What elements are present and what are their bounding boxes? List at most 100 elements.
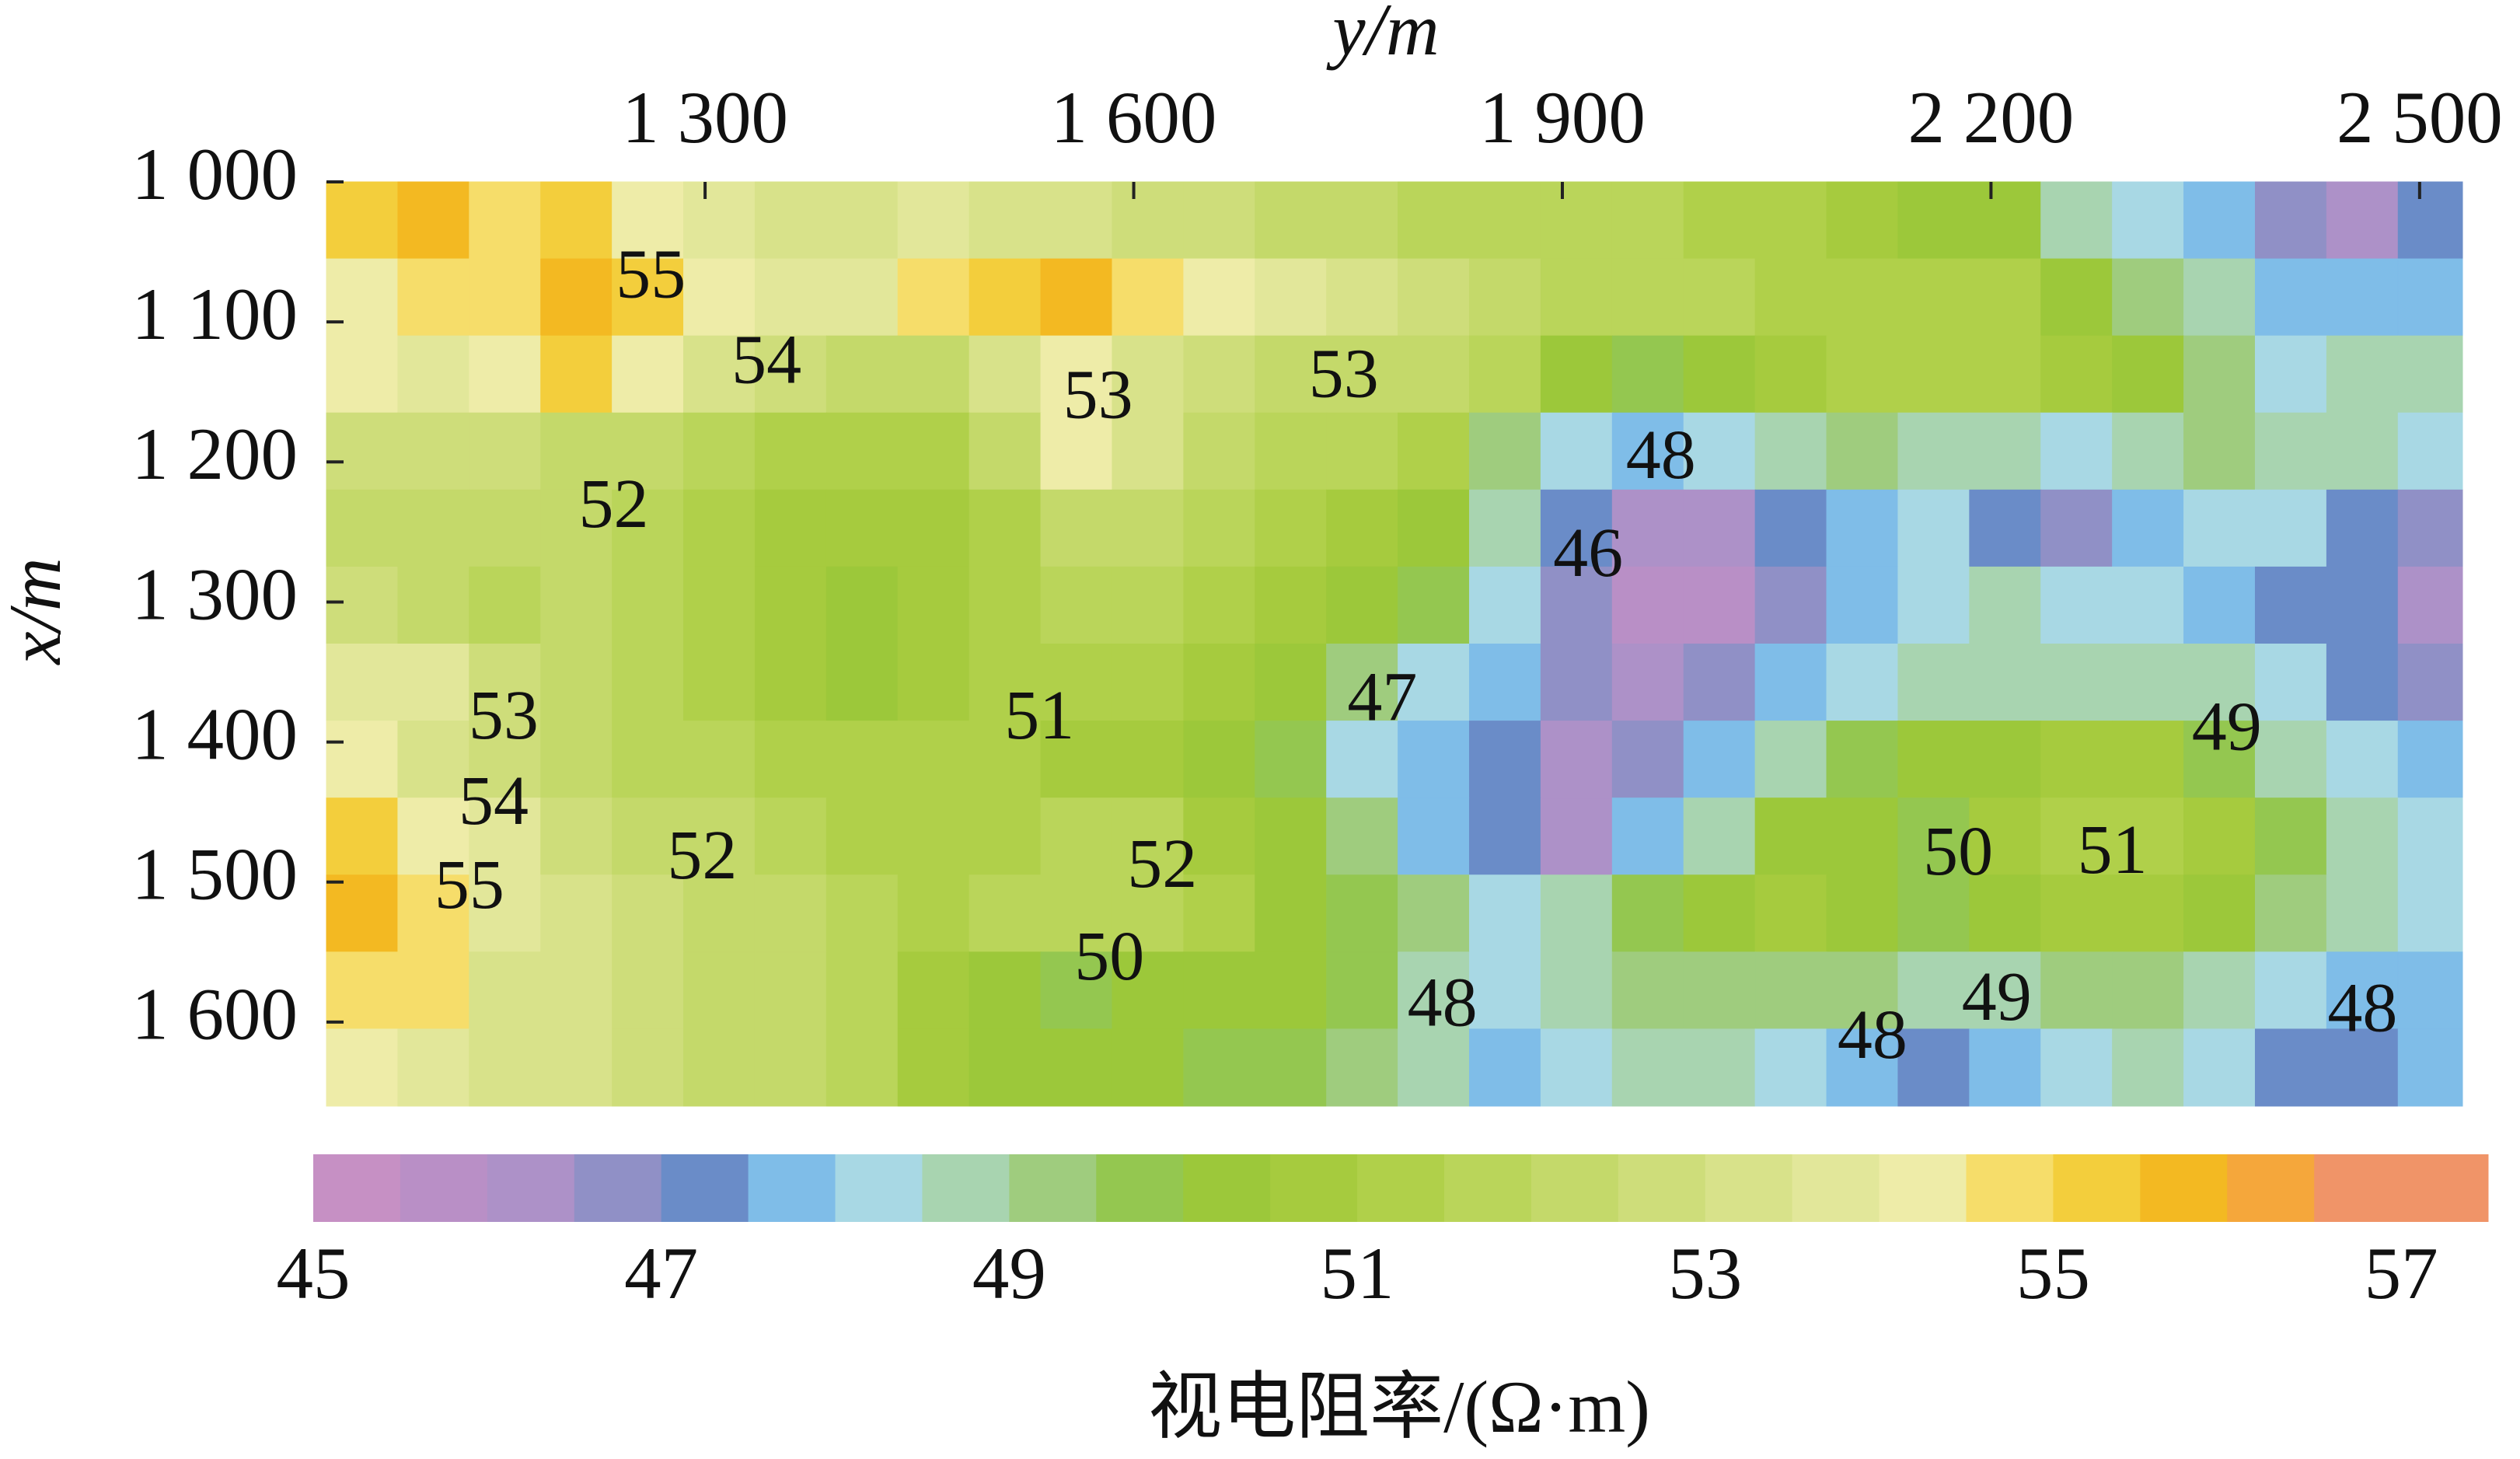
cell bbox=[1398, 951, 1471, 1030]
cell bbox=[2183, 181, 2256, 260]
cell bbox=[397, 951, 470, 1030]
cell bbox=[1112, 181, 1185, 260]
cell bbox=[1112, 951, 1185, 1030]
cell bbox=[2326, 489, 2399, 567]
cell bbox=[2040, 644, 2113, 722]
cell bbox=[2183, 489, 2256, 567]
cell bbox=[897, 335, 970, 414]
colorbar-segment bbox=[2314, 1154, 2402, 1222]
cell bbox=[1826, 335, 1899, 414]
cell bbox=[1255, 721, 1328, 799]
contour-label: 47 bbox=[1347, 659, 1417, 736]
cell bbox=[1826, 644, 1899, 722]
cell bbox=[754, 335, 827, 414]
cell bbox=[1897, 951, 1970, 1030]
cell bbox=[2040, 874, 2113, 953]
contour-label: 54 bbox=[459, 763, 529, 839]
cell bbox=[397, 258, 470, 337]
cell bbox=[2254, 874, 2327, 953]
cell bbox=[1683, 951, 1756, 1030]
contour-label: 54 bbox=[731, 321, 801, 398]
y-tick-label: 1 200 bbox=[131, 413, 298, 495]
cell bbox=[469, 489, 542, 567]
cell bbox=[2040, 258, 2113, 337]
contour-label: 49 bbox=[1962, 958, 2032, 1035]
cell bbox=[1754, 1028, 1827, 1107]
colorbar-tick-label: 47 bbox=[624, 1232, 698, 1314]
cell bbox=[969, 874, 1042, 953]
cell bbox=[2183, 566, 2256, 645]
cell bbox=[1611, 258, 1684, 337]
cell bbox=[2326, 258, 2399, 337]
cell bbox=[1183, 181, 1256, 260]
colorbar-tick-label: 55 bbox=[2016, 1232, 2090, 1314]
cell bbox=[1897, 566, 1970, 645]
cell bbox=[612, 412, 685, 490]
cell bbox=[469, 798, 542, 876]
cell bbox=[683, 566, 756, 645]
cell bbox=[1255, 566, 1328, 645]
cell bbox=[469, 951, 542, 1030]
cell bbox=[1754, 951, 1827, 1030]
cell bbox=[1754, 181, 1827, 260]
cell bbox=[469, 412, 542, 490]
colorbar-segment bbox=[1792, 1154, 1880, 1222]
cell bbox=[1540, 644, 1613, 722]
cell bbox=[1112, 258, 1185, 337]
colorbar-title: 视电阻率/(Ω·m) bbox=[1148, 1366, 1650, 1448]
cell bbox=[397, 412, 470, 490]
cell bbox=[1754, 412, 1827, 490]
cell bbox=[469, 566, 542, 645]
cell bbox=[897, 258, 970, 337]
cell bbox=[754, 874, 827, 953]
cell bbox=[612, 258, 685, 337]
cell bbox=[1897, 721, 1970, 799]
y-tick-label: 1 600 bbox=[131, 973, 298, 1056]
cell bbox=[1040, 412, 1113, 490]
cell bbox=[683, 721, 756, 799]
cell bbox=[1326, 489, 1399, 567]
cell bbox=[825, 721, 899, 799]
cell bbox=[1611, 489, 1684, 567]
y-tick-label: 1 100 bbox=[131, 273, 298, 355]
cell bbox=[1611, 721, 1684, 799]
colorbar-segment bbox=[1183, 1154, 1271, 1222]
cell bbox=[1040, 1028, 1113, 1107]
colorbar-segment bbox=[1530, 1154, 1619, 1222]
cell bbox=[1469, 798, 1541, 876]
cell bbox=[612, 489, 685, 567]
cell bbox=[1969, 566, 2042, 645]
cell bbox=[1469, 721, 1541, 799]
cell bbox=[1112, 566, 1185, 645]
cell bbox=[969, 335, 1042, 414]
cell bbox=[754, 258, 827, 337]
colorbar-segment bbox=[922, 1154, 1010, 1222]
cell bbox=[1255, 412, 1328, 490]
cell bbox=[1683, 181, 1756, 260]
cell bbox=[1540, 1028, 1613, 1107]
cell bbox=[1040, 874, 1113, 953]
cell bbox=[2040, 412, 2113, 490]
cell bbox=[326, 798, 399, 876]
contour-label: 48 bbox=[1626, 417, 1696, 494]
cell bbox=[2112, 721, 2185, 799]
cell bbox=[825, 258, 899, 337]
cell bbox=[1469, 412, 1541, 490]
colorbar-segment bbox=[2053, 1154, 2141, 1222]
cell bbox=[1040, 181, 1113, 260]
cell bbox=[1683, 721, 1756, 799]
x-tick-label: 1 900 bbox=[1479, 76, 1646, 159]
cell bbox=[1040, 566, 1113, 645]
cell bbox=[897, 951, 970, 1030]
cell bbox=[2183, 258, 2256, 337]
cell bbox=[1611, 181, 1684, 260]
contour-label: 53 bbox=[1309, 335, 1379, 412]
colorbar-tick-label: 51 bbox=[1321, 1232, 1394, 1314]
x-axis-title: y/m bbox=[1326, 0, 1439, 71]
cell bbox=[1897, 644, 1970, 722]
cell bbox=[469, 181, 542, 260]
cell bbox=[2326, 874, 2399, 953]
cell bbox=[1398, 798, 1471, 876]
cell bbox=[2183, 874, 2256, 953]
cell bbox=[1183, 489, 1256, 567]
